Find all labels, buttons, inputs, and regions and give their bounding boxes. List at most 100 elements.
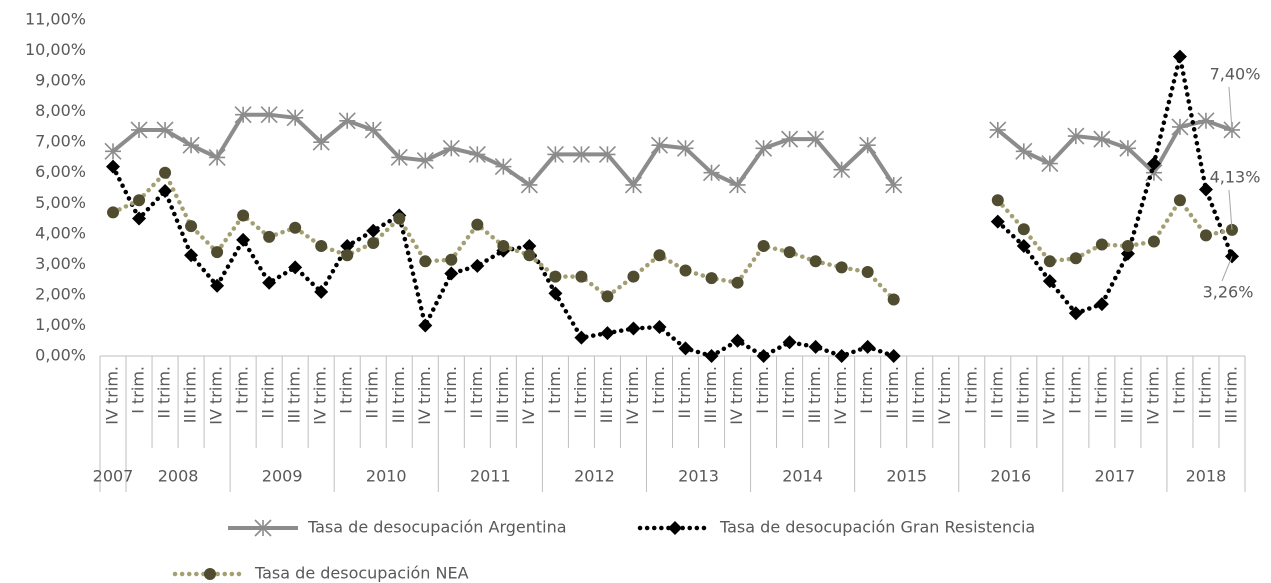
x-tick-label: IV trim. [1143,366,1162,425]
data-point [210,278,225,293]
x-tick-label: IV trim. [1039,366,1058,425]
x-tick-label: III trim. [181,366,200,423]
data-point [653,249,666,262]
x-tick-label: I trim. [441,366,460,414]
legend-marker [204,568,216,580]
x-tick-label: III trim. [805,366,824,423]
x-tick-label: III trim. [1221,366,1240,423]
y-tick-label: 10,00% [25,40,86,59]
x-tick-label: I trim. [753,366,772,414]
legend-label: Tasa de desocupación NEA [254,564,469,583]
x-tick-label: II trim. [779,366,798,419]
series-line [110,56,1235,359]
data-point [133,194,146,207]
data-point [650,136,669,154]
data-point [286,109,304,127]
data-point [1043,255,1056,268]
y-tick-label: 8,00% [35,101,86,120]
data-point [1042,274,1057,289]
x-tick-label: IV trim. [519,366,538,425]
x-tick-label: II trim. [1091,366,1110,419]
data-point [367,236,380,249]
year-label: 2007 [93,467,134,486]
data-point [208,148,226,167]
year-label: 2011 [470,467,511,486]
data-point [393,212,406,225]
x-tick-label: IV trim. [415,366,434,425]
data-point [757,240,770,253]
x-tick-label: III trim. [909,366,928,423]
x-tick-label: III trim. [701,366,720,423]
x-tick-label: II trim. [883,366,902,419]
data-point [470,258,485,273]
data-point [676,139,695,157]
data-point [159,166,172,179]
data-point [861,266,874,278]
x-tick-label: I trim. [129,366,148,414]
data-point [418,318,433,333]
data-point [468,145,486,163]
data-point [575,270,588,283]
y-tick-label: 3,00% [35,254,86,273]
data-point [1068,306,1083,321]
data-point [107,206,120,219]
data-point [886,349,901,363]
year-label: 2018 [1186,467,1227,486]
leader-line [1228,86,1233,130]
leader-line [1221,256,1233,282]
legend-marker [668,521,682,535]
data-point [1145,164,1163,182]
data-point [1121,240,1134,253]
data-point [860,339,875,354]
y-tick-label: 9,00% [35,71,86,90]
x-tick-label: IV trim. [935,366,954,425]
data-point [184,248,199,263]
data-point [416,151,434,170]
x-tick-label: II trim. [571,366,590,419]
year-label: 2012 [574,467,615,486]
data-point [808,339,823,354]
x-tick-label: I trim. [961,366,980,414]
data-point [782,335,797,350]
data-point [1119,139,1137,157]
x-tick-label: I trim. [545,366,564,414]
data-point [442,139,460,157]
legend-label: Tasa de desocupación Gran Resistencia [719,518,1035,537]
x-tick-label: II trim. [1195,366,1214,419]
data-point [130,121,148,139]
data-point [341,249,354,262]
data-point [234,106,252,124]
data-point [1147,235,1160,248]
data-point [1173,194,1186,207]
data-point [132,211,147,226]
data-point [598,145,617,163]
data-point [520,176,538,194]
x-tick-label: III trim. [1117,366,1136,423]
data-point [755,139,773,157]
data-point [1223,121,1241,139]
x-tick-label: IV trim. [727,366,746,425]
data-point [833,161,851,179]
data-point [702,164,721,182]
x-tick-label: III trim. [285,366,304,423]
data-point [182,136,200,154]
x-tick-label: III trim. [597,366,616,423]
data-point [859,136,877,154]
leader-line [1228,189,1233,230]
legend-marker [254,519,272,537]
y-tick-label: 4,00% [35,223,86,242]
data-point [106,159,121,174]
data-point [260,106,278,124]
data-point [237,209,250,222]
x-tick-label: III trim. [1013,366,1032,423]
x-tick-label: IV trim. [623,366,642,425]
year-label: 2014 [782,467,823,486]
data-point [497,240,510,253]
data-point [574,330,589,345]
data-point [1171,118,1189,136]
data-point [1015,142,1033,160]
data-label: 3,26% [1203,283,1254,302]
data-point [705,272,718,285]
data-point [679,264,692,277]
data-point [626,321,641,336]
